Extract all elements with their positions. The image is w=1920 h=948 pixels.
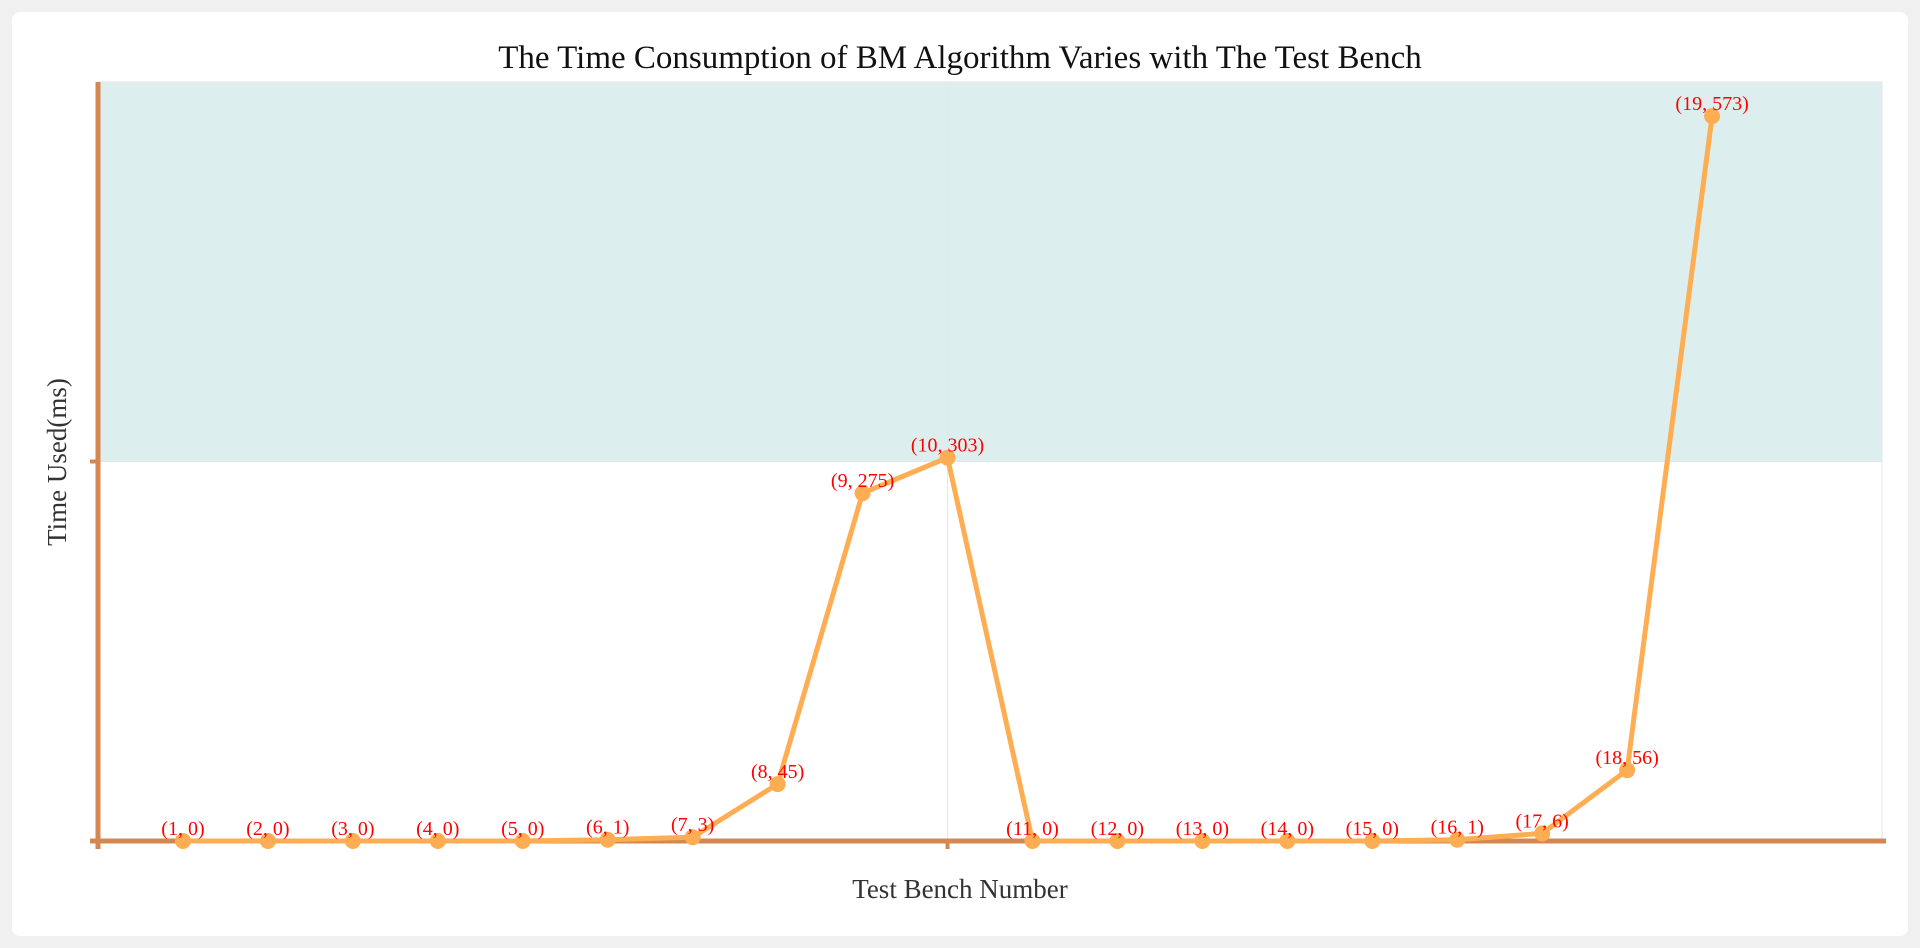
data-point [429,833,446,849]
data-label: (5, 0) [501,818,544,840]
data-point [344,833,361,849]
data-point [259,833,276,849]
data-point [939,449,956,466]
series [174,108,1721,849]
data-point [174,833,191,849]
data-label: (4, 0) [416,818,459,840]
data-label: (10, 303) [911,435,984,457]
data-point [514,833,531,849]
data-label: (8, 45) [751,761,804,783]
data-point [1024,833,1041,849]
data-point [1194,833,1211,849]
data-point [1364,833,1381,849]
data-labels: (1, 0) (2, 0) (3, 0) (4, 0) (5, 0) (6, 1) (7, … [161,93,1748,840]
data-label: (14, 0) [1261,818,1314,840]
data-label: (18, 56) [1595,747,1658,769]
shaded-band [98,82,1882,462]
data-label: (7, 3) [671,814,714,836]
data-label: (12, 0) [1091,818,1144,840]
data-label: (19, 573) [1675,93,1748,115]
data-point [1704,108,1721,125]
data-point [599,831,616,848]
data-label: (6, 1) [586,817,629,839]
data-point [769,776,786,793]
data-point [1619,762,1636,779]
data-point [1279,833,1296,849]
data-label: (9, 275) [831,470,894,492]
data-label: (13, 0) [1176,818,1229,840]
data-point [1534,825,1551,842]
data-label: (2, 0) [246,818,289,840]
data-label: (16, 1) [1431,817,1484,839]
y-axis-label: Time Used(ms) [42,378,72,546]
data-label: (15, 0) [1346,818,1399,840]
data-label: (17, 6) [1516,810,1569,832]
x-axis-label: Test Bench Number [852,874,1068,904]
data-label: (11, 0) [1006,818,1059,840]
data-point [1449,831,1466,848]
data-point [684,829,701,846]
data-point [854,485,871,502]
chart-title: The Time Consumption of BM Algorithm Var… [498,40,1422,76]
data-label: (1, 0) [161,818,204,840]
data-point [1109,833,1126,849]
data-label: (3, 0) [331,818,374,840]
